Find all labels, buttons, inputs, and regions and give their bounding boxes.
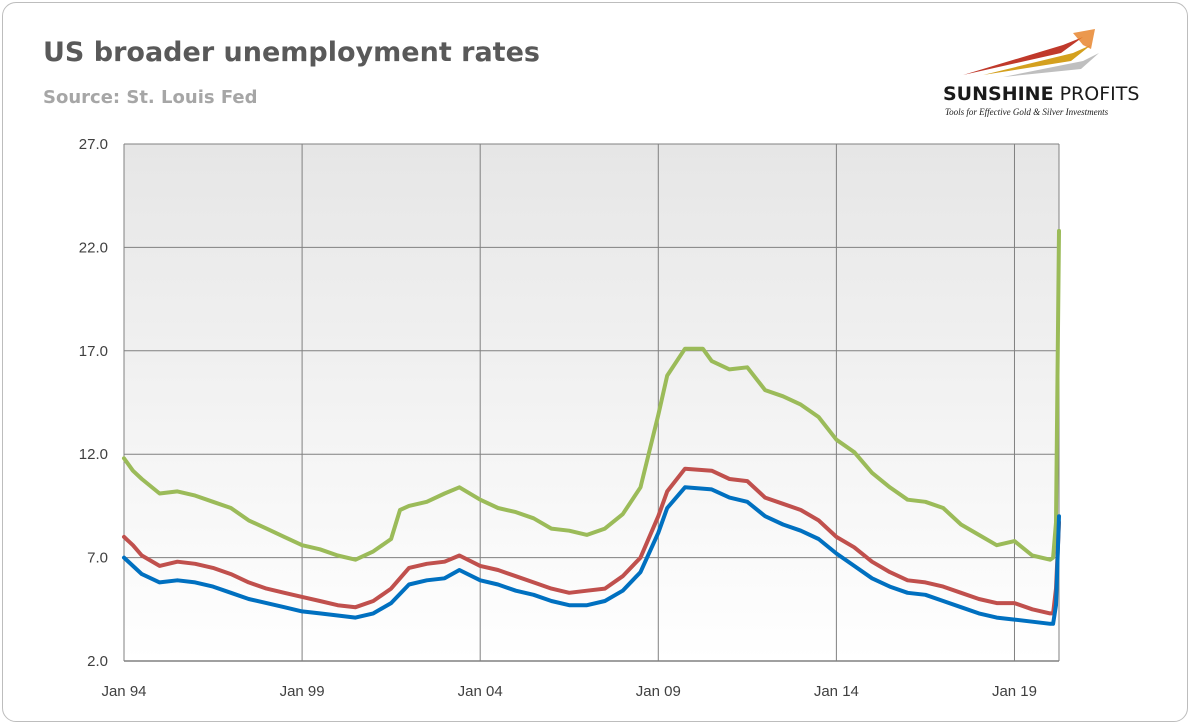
x-tick-label: Jan 99: [280, 683, 325, 700]
logo-name-bold: SUNSHINE: [943, 83, 1054, 105]
y-tick-label: 7.0: [87, 550, 108, 567]
axis-labels: 2.0 7.0 12.0 17.0 22.0 27.0 Jan 94 Jan 99 Jan 04…: [79, 136, 1037, 700]
logo-name: SUNSHINE PROFITS: [943, 83, 1139, 105]
series-line-1: [122, 228, 1061, 562]
sunshine-profits-logo: SUNSHINE PROFITS Tools for Effective Gol…: [933, 23, 1178, 123]
plot-area: [124, 144, 1059, 661]
x-tick-label: Jan 19: [992, 683, 1037, 700]
x-tick-label: Jan 04: [458, 683, 503, 700]
logo-name-light: PROFITS: [1053, 83, 1140, 105]
y-tick-label: 17.0: [79, 343, 108, 360]
y-tick-label: 27.0: [79, 136, 108, 153]
logo-tagline: Tools for Effective Gold & Silver Invest…: [945, 107, 1109, 117]
grid-lines: [123, 143, 1060, 662]
line-chart: 2.0 7.0 12.0 17.0 22.0 27.0 Jan 94 Jan 99 Jan 04…: [79, 136, 1061, 700]
y-tick-label: 12.0: [79, 446, 108, 463]
y-tick-label: 2.0: [87, 653, 108, 670]
series-line-2: [122, 466, 1061, 616]
y-tick-label: 22.0: [79, 239, 108, 256]
series-lines: [122, 228, 1061, 626]
chart-title: US broader unemployment rates: [43, 37, 540, 68]
x-tick-label: Jan 94: [101, 683, 146, 700]
chart-subtitle: Source: St. Louis Fed: [43, 87, 258, 108]
x-tick-label: Jan 09: [636, 683, 681, 700]
logo-rays-icon: [963, 29, 1099, 77]
x-tick-label: Jan 14: [814, 683, 859, 700]
series-line-3: [122, 485, 1061, 626]
